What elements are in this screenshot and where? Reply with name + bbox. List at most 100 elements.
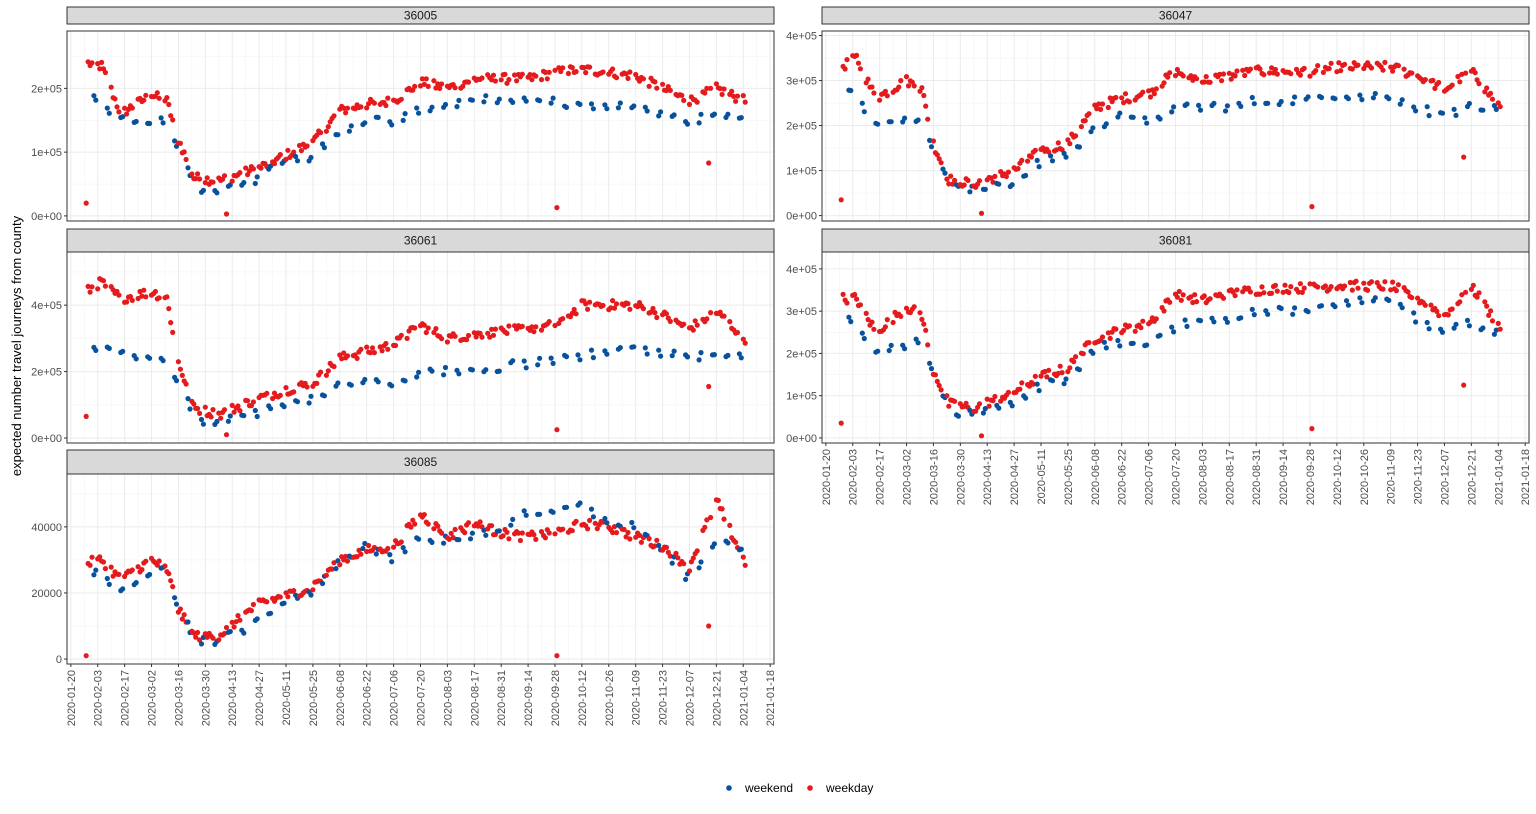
weekend-point: [1413, 319, 1419, 325]
weekday-point: [1405, 289, 1411, 295]
weekend-point: [400, 545, 406, 551]
weekday-point: [356, 547, 362, 553]
weekday-point: [1497, 104, 1503, 110]
weekend-point: [521, 508, 527, 514]
weekday-point: [998, 169, 1004, 175]
weekday-point: [583, 70, 589, 76]
weekday-point: [1301, 65, 1307, 71]
weekday-point: [283, 590, 289, 596]
weekday-point: [936, 156, 942, 162]
weekday-point: [1390, 68, 1396, 74]
weekend-point: [1144, 342, 1150, 348]
weekday-point: [473, 334, 479, 340]
y-tick-label: 1e+05: [786, 391, 817, 403]
weekday-point: [905, 83, 912, 89]
weekend-point: [915, 117, 921, 123]
weekday-point: [110, 573, 116, 579]
facet-strip: [66, 449, 775, 475]
weekend-point: [147, 120, 153, 127]
weekday-point: [573, 69, 579, 75]
weekday-point: [298, 148, 304, 154]
weekday-point: [514, 78, 520, 84]
weekend-point: [104, 105, 110, 111]
weekend-point: [1265, 100, 1271, 106]
weekday-point: [1132, 328, 1138, 334]
weekend-point: [604, 351, 610, 357]
x-tick-label: 2020-11-09: [631, 670, 643, 725]
y-tick-label: 40000: [31, 522, 62, 534]
weekday-point: [291, 389, 297, 395]
weekend-point: [588, 101, 595, 107]
weekday-point: [479, 75, 485, 81]
x-tick-label: 2020-10-12: [1332, 449, 1344, 505]
weekend-point: [902, 346, 908, 352]
weekend-point: [360, 545, 366, 552]
y-tick-label: 2e+05: [31, 83, 62, 95]
weekday-point: [114, 104, 120, 110]
weekend-point: [321, 145, 327, 151]
weekday-point: [1307, 73, 1313, 79]
facet-label: 36085: [404, 455, 438, 469]
weekend-point: [1184, 323, 1190, 329]
weekday-point: [1274, 288, 1280, 294]
x-tick-label: 2020-10-26: [1359, 449, 1371, 505]
weekend-point: [1130, 114, 1136, 120]
weekday-point: [425, 83, 431, 89]
weekday-point: [585, 306, 591, 312]
weekday-point: [1382, 59, 1388, 65]
weekday-point: [857, 302, 864, 308]
weekend-point: [602, 102, 608, 108]
weekday-point: [116, 109, 122, 115]
weekday-point: [587, 64, 593, 70]
weekday-point: [323, 128, 329, 134]
weekday-point: [506, 77, 512, 83]
weekday-point: [681, 561, 687, 567]
x-tick-label: 2020-07-20: [1171, 449, 1183, 505]
weekday-point: [1313, 68, 1319, 74]
weekday-point: [986, 403, 992, 409]
x-tick-label: 2020-06-22: [362, 670, 374, 726]
weekend-point: [1439, 110, 1446, 116]
weekday-point: [544, 76, 550, 82]
weekday-point: [398, 539, 404, 545]
weekday-point: [1474, 294, 1480, 300]
weekday-point: [706, 160, 712, 166]
weekday-point: [554, 653, 560, 659]
weekend-point: [1009, 403, 1015, 409]
x-tick-label: 2020-04-27: [254, 670, 266, 726]
weekday-point: [610, 298, 616, 304]
weekday-point: [367, 350, 374, 356]
weekday-point: [1180, 292, 1186, 298]
weekday-point: [552, 531, 558, 537]
weekday-point: [623, 534, 629, 540]
weekday-point: [865, 76, 871, 82]
weekend-point: [846, 314, 852, 320]
y-tick-label: 20000: [31, 588, 62, 600]
weekend-point: [577, 101, 583, 107]
weekday-point: [1219, 78, 1225, 84]
x-tick-label: 2020-07-06: [389, 670, 401, 726]
weekday-point: [204, 634, 210, 640]
weekday-point: [1436, 313, 1442, 319]
weekend-point: [346, 128, 352, 134]
weekday-point: [283, 156, 289, 162]
weekday-point: [264, 599, 270, 605]
weekday-point: [329, 566, 335, 572]
weekday-point: [932, 372, 939, 378]
weekend-point: [1103, 121, 1109, 127]
weekday-point: [1432, 85, 1438, 91]
weekend-point: [1023, 395, 1029, 401]
weekday-point: [331, 363, 337, 370]
weekday-point: [838, 197, 844, 203]
weekday-point: [719, 506, 725, 512]
weekend-point: [467, 536, 474, 542]
weekday-point: [154, 562, 160, 568]
weekday-point: [398, 96, 404, 102]
x-tick-label: 2020-11-23: [1413, 449, 1425, 504]
weekday-point: [1365, 287, 1371, 293]
weekend-point: [469, 367, 475, 373]
weekend-point: [306, 400, 312, 406]
weekday-point: [1046, 367, 1052, 373]
weekday-point: [938, 160, 944, 166]
weekend-point: [1265, 311, 1271, 317]
